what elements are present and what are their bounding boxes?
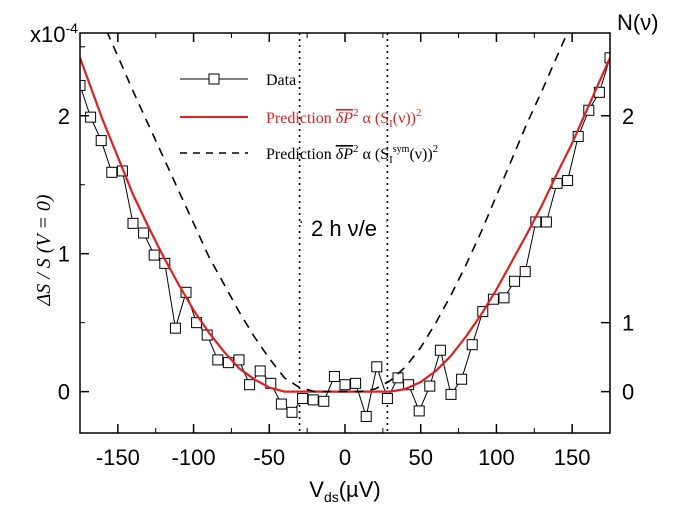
- exponent-label: x10-4: [30, 20, 78, 47]
- data-point: [307, 394, 319, 406]
- data-point: [445, 388, 457, 400]
- series-line-2: [106, 33, 569, 393]
- x-axis-label: Vds(µV): [309, 477, 381, 505]
- y-axis-label-text: ΔS / S (V = 0): [33, 194, 55, 306]
- x-tick-label: -50: [253, 445, 285, 470]
- data-point: [360, 410, 372, 422]
- data-point: [371, 361, 383, 373]
- right-tick-label: 0: [622, 380, 634, 405]
- data-point: [286, 406, 298, 418]
- data-point: [562, 175, 574, 187]
- x-tick-label: -150: [96, 445, 140, 470]
- legend-red-label: Prediction δP2 α (SI(ν))2: [266, 107, 421, 130]
- data-point: [456, 373, 468, 385]
- data-point: [80, 79, 86, 91]
- legend-dashed-label: Prediction δP2 α (SIsym(ν))2: [266, 143, 438, 166]
- y-tick-label: 0: [58, 380, 70, 405]
- data-point: [85, 111, 97, 123]
- data-point: [434, 344, 446, 356]
- axes: -150 -100 -50 0 50 100 150 0 1 2 0 1 2: [58, 32, 634, 470]
- x-tick-label: 100: [478, 445, 515, 470]
- data-point: [212, 354, 224, 366]
- data-point: [169, 322, 181, 334]
- data-point: [106, 166, 118, 178]
- data-point: [604, 52, 610, 64]
- data-point: [413, 405, 425, 417]
- plot-clip-group: [80, 33, 610, 433]
- data-point: [254, 365, 266, 377]
- legend-data-label: Data: [266, 72, 296, 89]
- x-tick-label: -100: [172, 445, 216, 470]
- data-point: [424, 380, 436, 392]
- data-point: [244, 379, 256, 391]
- energy-window-annotation: 2 h ν/e: [302, 215, 386, 241]
- y-tick-label: 1: [58, 242, 70, 267]
- data-point: [95, 135, 107, 147]
- data-point: [466, 339, 478, 351]
- right-axis-label: N(ν): [617, 10, 659, 35]
- data-point: [138, 227, 150, 239]
- annotation-label: 2 h ν/e: [311, 216, 377, 241]
- data-point: [148, 249, 160, 261]
- x-tick-label: 50: [408, 445, 432, 470]
- y-axis-label: ΔS / S (V = 0): [33, 194, 55, 306]
- legend-data-marker: [208, 73, 220, 85]
- y-tick-label: 2: [58, 104, 70, 129]
- right-tick-label: 1: [622, 311, 634, 336]
- data-point: [381, 393, 393, 405]
- data-point: [328, 370, 340, 382]
- data-point: [519, 266, 531, 278]
- annotation-label-bg: [302, 215, 386, 241]
- data-point: [233, 354, 245, 366]
- data-point: [297, 393, 309, 405]
- x-tick-label: 0: [339, 445, 351, 470]
- data-point: [350, 377, 362, 389]
- data-point: [275, 398, 287, 410]
- data-point: [498, 292, 510, 304]
- data-point: [127, 217, 139, 229]
- data-point: [318, 395, 330, 407]
- x-tick-label: 150: [554, 445, 591, 470]
- data-point: [509, 275, 521, 287]
- data-point: [540, 216, 552, 228]
- right-tick-label: 2: [622, 104, 634, 129]
- legend: Data Prediction δP2 α (SI(ν))2 Predictio…: [180, 72, 438, 166]
- data-point: [339, 379, 351, 391]
